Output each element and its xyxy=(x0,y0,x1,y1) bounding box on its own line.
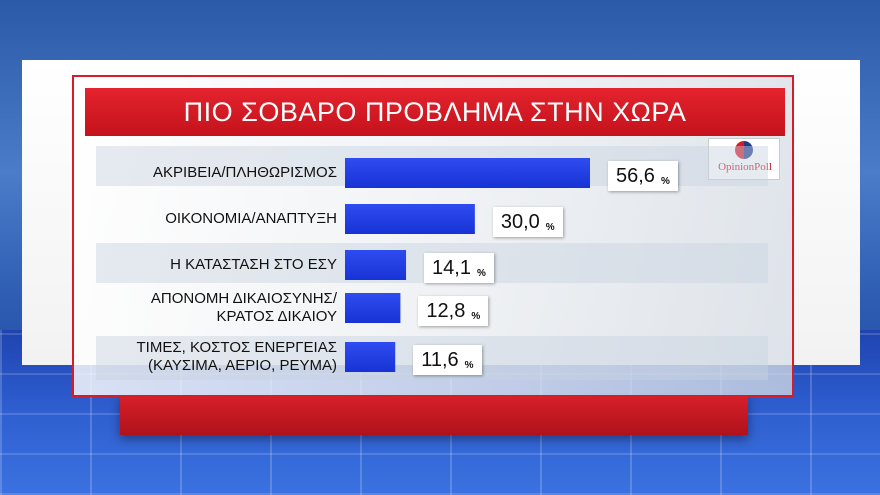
value-number: 56,6 xyxy=(616,165,655,187)
value-label: 14,1% xyxy=(424,253,494,283)
category-label: ΑΠΟΝΟΜΗ ΔΙΚΑΙΟΣΥΝΗΣ/ ΚΡΑΤΟΣ ΔΙΚΑΙΟΥ xyxy=(150,290,337,325)
logo-circle-icon xyxy=(735,141,753,159)
value-number: 12,8 xyxy=(426,300,466,322)
opinionpoll-logo: OpinionPoll xyxy=(708,138,780,180)
value-label: 11,6% xyxy=(413,345,482,375)
value-number: 14,1 xyxy=(432,257,471,279)
value-label: 12,8% xyxy=(418,296,489,326)
bar xyxy=(345,158,590,188)
category-label: ΑΚΡΙΒΕΙΑ/ΠΛΗΘΩΡΙΣΜΟΣ xyxy=(153,164,337,181)
bar xyxy=(345,250,407,280)
value-unit: % xyxy=(660,176,670,187)
chart-title: ΠΙΟ ΣΟΒΑΡΟ ΠΡΟΒΛΗΜΑ ΣΤΗΝ ΧΩΡΑ xyxy=(85,88,785,136)
value-unit: % xyxy=(476,268,486,279)
value-unit: % xyxy=(471,311,481,322)
bar xyxy=(345,204,475,234)
value-unit: % xyxy=(464,360,474,371)
value-label: 30,0% xyxy=(492,207,563,237)
value-number: 11,6 xyxy=(421,349,459,371)
category-label: Η ΚΑΤΑΣΤΑΣΗ ΣΤΟ ΕΣΥ xyxy=(170,256,337,273)
bar xyxy=(345,342,396,372)
value-number: 30,0 xyxy=(500,211,540,233)
logo-text: OpinionPoll xyxy=(718,161,772,173)
value-label: 56,6% xyxy=(608,161,678,191)
bar xyxy=(345,293,401,323)
category-label: ΤΙΜΕΣ, ΚΟΣΤΟΣ ΕΝΕΡΓΕΙΑΣ (ΚΑΥΣΙΜΑ, ΑΕΡΙΟ,… xyxy=(136,339,337,374)
value-unit: % xyxy=(545,222,555,233)
red-pedestal xyxy=(120,395,748,435)
category-label: ΟΙΚΟΝΟΜΙΑ/ΑΝΑΠΤΥΞΗ xyxy=(165,210,337,227)
